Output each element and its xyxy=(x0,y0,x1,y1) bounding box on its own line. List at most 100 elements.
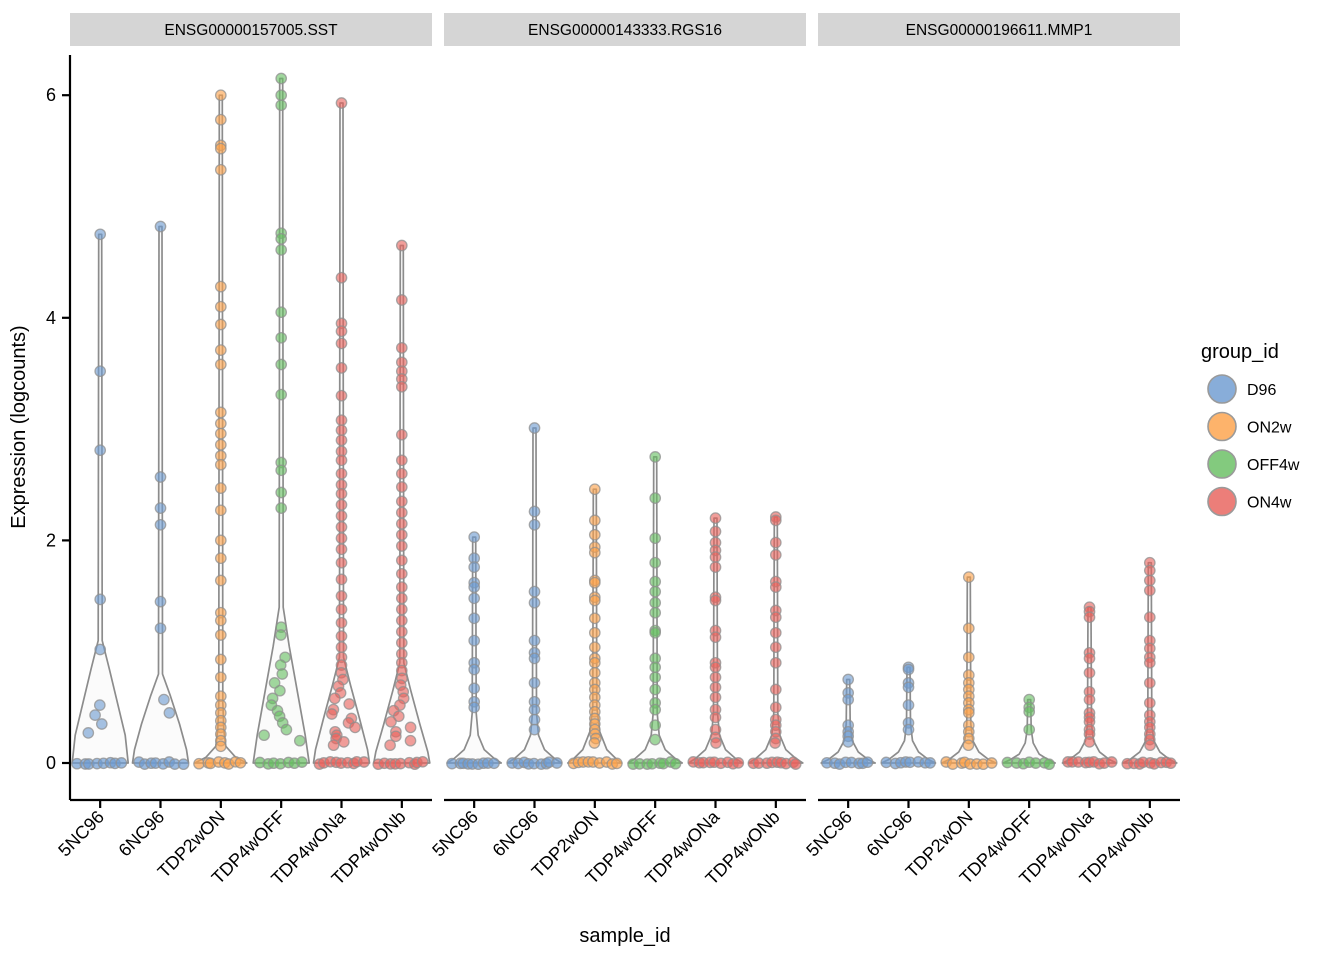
data-point xyxy=(335,532,348,545)
data-point xyxy=(343,698,356,710)
data-point xyxy=(649,671,662,684)
violin-shape xyxy=(446,536,503,764)
data-point xyxy=(962,651,975,664)
data-point xyxy=(94,444,107,457)
data-point xyxy=(649,556,662,569)
data-point xyxy=(335,271,348,284)
data-point xyxy=(154,595,167,608)
data-point xyxy=(528,596,541,609)
data-point xyxy=(214,406,227,419)
y-tick-label: 2 xyxy=(46,530,56,550)
jitter-points-group xyxy=(1062,601,1118,770)
data-point xyxy=(709,561,722,573)
data-point xyxy=(1164,757,1177,770)
data-point xyxy=(468,663,481,676)
data-point xyxy=(276,668,289,680)
data-point xyxy=(769,641,782,654)
data-point xyxy=(335,630,348,642)
data-point xyxy=(335,325,348,338)
data-point xyxy=(649,532,662,545)
data-point xyxy=(258,729,270,742)
data-point xyxy=(1043,758,1056,771)
data-point xyxy=(335,521,348,533)
jitter-points-group xyxy=(254,72,308,770)
data-point xyxy=(280,723,293,736)
data-point xyxy=(769,737,781,749)
data-point xyxy=(1083,666,1096,679)
data-point xyxy=(335,454,348,467)
data-point xyxy=(902,663,915,676)
data-point xyxy=(1105,756,1118,768)
data-point xyxy=(94,228,107,241)
data-point xyxy=(214,614,227,627)
data-point xyxy=(335,424,348,437)
x-tick-label: 5NC96 xyxy=(54,807,108,861)
data-point xyxy=(296,756,308,768)
data-point xyxy=(528,634,541,647)
violin-shape xyxy=(131,225,190,764)
data-point xyxy=(94,593,107,606)
x-tick-label: 6NC96 xyxy=(489,807,543,861)
data-point xyxy=(649,626,662,639)
data-point xyxy=(902,723,915,736)
data-point xyxy=(115,757,128,769)
data-point xyxy=(89,709,101,721)
data-point xyxy=(1144,739,1156,752)
data-point xyxy=(588,656,601,669)
data-point xyxy=(769,514,782,527)
facet-strip-label: ENSG00000143333.RGS16 xyxy=(528,22,722,39)
data-point xyxy=(709,691,722,704)
legend-swatch-on4w xyxy=(1207,486,1237,517)
data-point xyxy=(349,721,361,734)
data-point xyxy=(95,718,108,730)
data-point xyxy=(395,567,408,580)
data-point xyxy=(395,540,408,552)
jitter-points-group xyxy=(71,228,128,770)
data-point xyxy=(842,673,855,686)
data-point xyxy=(649,733,661,746)
jitter-points-group xyxy=(821,673,874,770)
jitter-points-group xyxy=(880,661,936,770)
data-point xyxy=(789,758,802,770)
data-point xyxy=(335,616,348,629)
data-point xyxy=(528,703,541,716)
data-point xyxy=(392,710,405,723)
data-point xyxy=(1143,611,1156,624)
data-point xyxy=(395,517,408,530)
data-point xyxy=(709,631,722,644)
data-point xyxy=(468,682,481,695)
data-point xyxy=(528,422,541,434)
data-point xyxy=(275,331,288,344)
data-point xyxy=(395,506,408,519)
data-point xyxy=(154,220,167,233)
data-point xyxy=(588,737,601,749)
data-point xyxy=(769,581,782,593)
data-point xyxy=(962,571,975,583)
data-point xyxy=(154,518,167,531)
x-axis-title: sample_id xyxy=(579,925,670,947)
data-point xyxy=(468,701,481,714)
data-point xyxy=(649,606,662,619)
data-point xyxy=(395,294,408,306)
data-point xyxy=(588,528,601,541)
data-point xyxy=(214,653,227,666)
data-point xyxy=(395,581,408,593)
data-point xyxy=(395,495,408,508)
y-tick-label: 4 xyxy=(46,308,56,328)
data-point xyxy=(588,546,601,559)
data-point xyxy=(214,458,227,471)
data-point xyxy=(214,438,227,451)
data-point xyxy=(214,534,227,547)
data-point xyxy=(275,486,288,499)
data-point xyxy=(395,528,408,541)
data-point xyxy=(325,708,338,720)
data-point xyxy=(335,543,348,556)
data-point xyxy=(234,756,247,769)
data-point xyxy=(588,612,601,625)
data-point xyxy=(275,629,287,641)
data-point xyxy=(214,89,227,102)
data-point xyxy=(588,576,601,589)
data-point xyxy=(1083,652,1096,665)
data-point xyxy=(528,677,541,689)
data-point xyxy=(528,505,541,518)
